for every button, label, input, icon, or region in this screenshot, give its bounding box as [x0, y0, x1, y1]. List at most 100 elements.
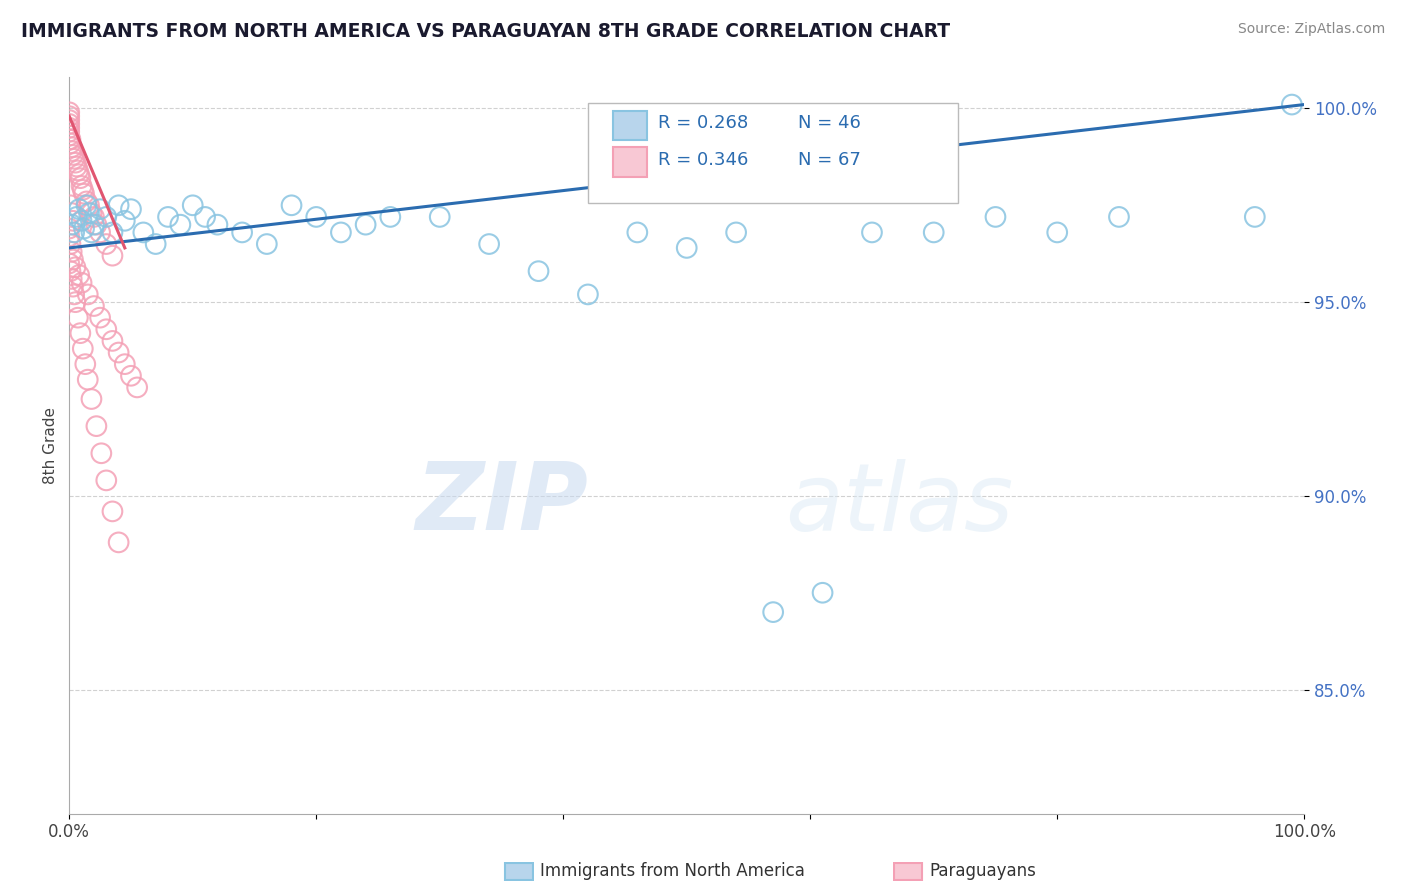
Point [66, 310, 89, 325]
Point [101, 249, 124, 263]
Point [70, 276, 93, 290]
Point [83, 299, 105, 313]
Point [58, 221, 80, 235]
Point [80, 206, 103, 220]
Text: atlas: atlas [786, 458, 1014, 549]
Point [101, 226, 124, 240]
Point [984, 210, 1007, 224]
Point [107, 345, 129, 359]
Point [96, 237, 118, 252]
Point [76, 194, 98, 209]
Text: IMMIGRANTS FROM NORTH AMERICA VS PARAGUAYAN 8TH GRADE CORRELATION CHART: IMMIGRANTS FROM NORTH AMERICA VS PARAGUA… [21, 22, 950, 41]
Point [58, 117, 80, 131]
Point [63, 287, 86, 301]
Point [922, 226, 945, 240]
Point [60, 140, 83, 154]
Point [89, 202, 111, 216]
Point [63, 152, 86, 166]
Point [69, 326, 91, 340]
Point [1243, 210, 1265, 224]
Point [66, 160, 89, 174]
Point [62, 148, 84, 162]
Point [58, 125, 80, 139]
Point [72, 342, 94, 356]
Point [96, 474, 118, 488]
Point [58, 128, 80, 143]
Point [380, 210, 402, 224]
Point [70, 214, 93, 228]
Point [59, 237, 82, 252]
Point [65, 295, 87, 310]
Point [58, 109, 80, 123]
Point [114, 214, 136, 228]
Point [181, 198, 204, 212]
Point [69, 171, 91, 186]
Text: ZIP: ZIP [415, 458, 588, 550]
Point [527, 264, 550, 278]
Text: R = 0.268: R = 0.268 [658, 114, 748, 132]
Point [75, 357, 97, 371]
Point [65, 155, 87, 169]
Point [89, 310, 111, 325]
Point [576, 287, 599, 301]
Text: Paraguayans: Paraguayans [929, 863, 1036, 880]
Point [86, 218, 108, 232]
Point [58, 229, 80, 244]
Point [73, 221, 96, 235]
Point [1108, 210, 1130, 224]
Point [1281, 97, 1303, 112]
Point [60, 272, 83, 286]
Text: Source: ZipAtlas.com: Source: ZipAtlas.com [1237, 22, 1385, 37]
Point [169, 218, 191, 232]
Point [58, 120, 80, 135]
Point [429, 210, 451, 224]
Point [329, 226, 352, 240]
Point [58, 105, 80, 120]
Text: N = 67: N = 67 [797, 151, 860, 169]
Point [59, 198, 82, 212]
Point [811, 586, 834, 600]
Point [59, 264, 82, 278]
Point [63, 226, 86, 240]
Point [72, 183, 94, 197]
Point [76, 287, 98, 301]
Point [60, 244, 83, 259]
Point [77, 198, 100, 212]
Point [62, 214, 84, 228]
Point [145, 237, 167, 252]
Point [67, 167, 90, 181]
Point [194, 210, 217, 224]
Point [280, 198, 302, 212]
Point [73, 186, 96, 201]
Point [76, 198, 98, 212]
Point [70, 178, 93, 193]
Point [96, 322, 118, 336]
Point [626, 226, 648, 240]
Point [90, 446, 112, 460]
Point [860, 226, 883, 240]
Point [80, 392, 103, 406]
Point [86, 419, 108, 434]
Point [120, 368, 142, 383]
Point [83, 210, 105, 224]
Point [207, 218, 229, 232]
Bar [613, 147, 647, 177]
Point [354, 218, 377, 232]
Point [675, 241, 697, 255]
Y-axis label: 8th Grade: 8th Grade [44, 407, 58, 484]
Point [59, 136, 82, 151]
Point [67, 268, 90, 282]
Point [60, 218, 83, 232]
Point [76, 373, 98, 387]
FancyBboxPatch shape [588, 103, 959, 202]
Point [67, 202, 90, 216]
Point [66, 210, 89, 224]
Point [62, 279, 84, 293]
Bar [613, 111, 647, 140]
Point [101, 504, 124, 518]
Point [65, 260, 87, 275]
Text: Immigrants from North America: Immigrants from North America [540, 863, 804, 880]
Text: N = 46: N = 46 [797, 114, 860, 132]
Point [58, 113, 80, 128]
Point [1046, 226, 1069, 240]
